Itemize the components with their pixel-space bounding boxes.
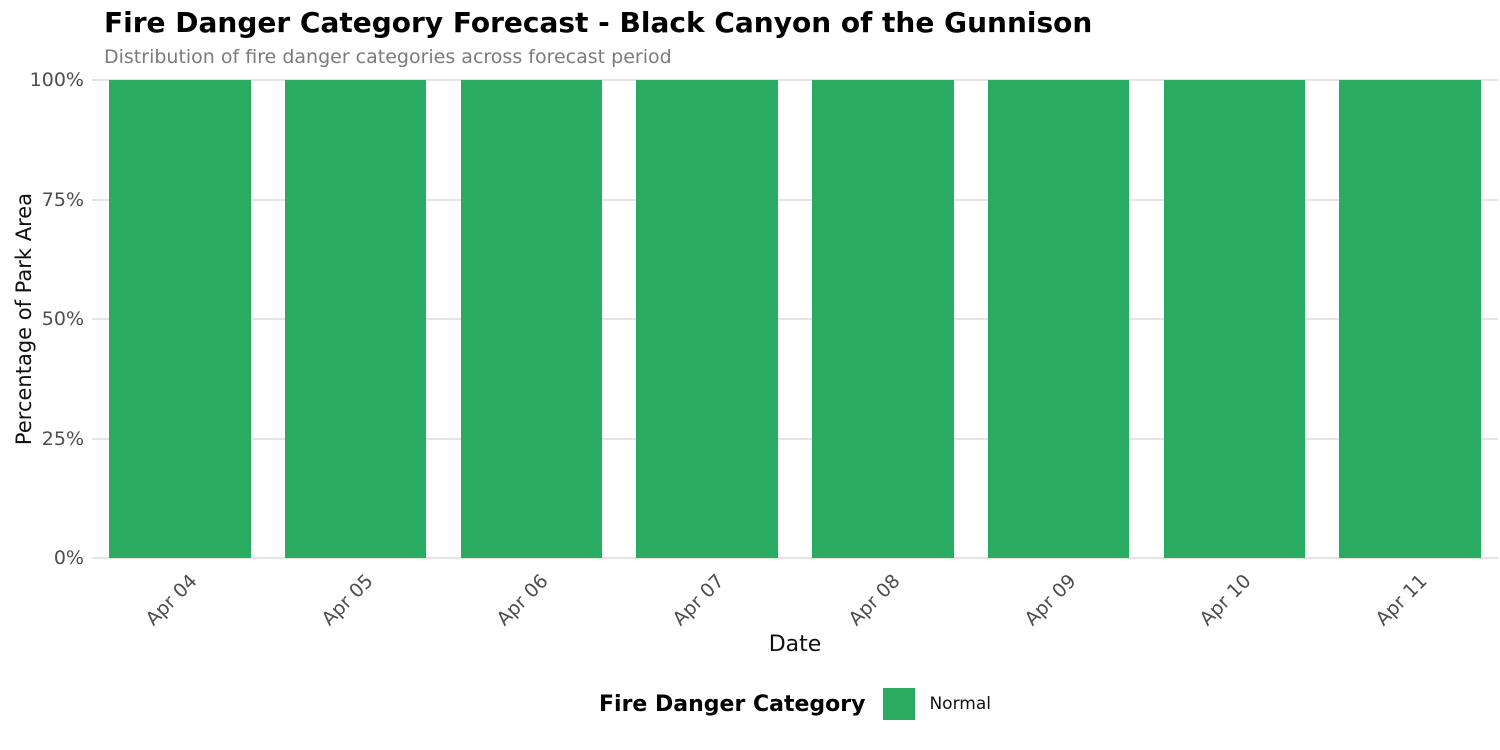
chart-subtitle: Distribution of fire danger categories a…: [104, 46, 672, 68]
bar-normal: [636, 80, 778, 558]
legend-label: Normal: [929, 694, 991, 714]
y-tick-label: 75%: [41, 188, 84, 211]
bar-slot: [971, 80, 1147, 558]
x-tick-slot: Apr 06: [444, 558, 620, 634]
bar-normal: [987, 80, 1130, 558]
bar-normal: [109, 80, 251, 558]
bar-normal: [284, 80, 427, 558]
x-tick-slot: Apr 09: [971, 558, 1147, 634]
bar-normal: [460, 80, 603, 558]
y-tick-label: 0%: [53, 547, 84, 569]
legend-title: Fire Danger Category: [599, 691, 866, 717]
bar-normal: [1163, 80, 1306, 558]
x-tick-slot: Apr 10: [1147, 558, 1323, 634]
x-tick-slot: Apr 04: [92, 558, 268, 634]
x-tick-slot: Apr 08: [795, 558, 971, 634]
x-tick-label: Apr 06: [492, 570, 553, 631]
y-tick-label: 25%: [41, 427, 84, 450]
gridline: [92, 79, 1498, 81]
bar-slot: [1322, 80, 1498, 558]
x-tick-label: Apr 09: [1020, 570, 1081, 631]
x-tick-label: Apr 08: [844, 570, 905, 631]
bar-normal: [1339, 80, 1481, 558]
x-tick-label: Apr 04: [141, 570, 202, 631]
x-tick-label: Apr 10: [1195, 570, 1256, 631]
gridline: [92, 318, 1498, 320]
plot-area: [92, 79, 1498, 559]
x-tick-slot: Apr 07: [619, 558, 795, 634]
legend-entries: Normal: [883, 688, 991, 720]
bar-slot: [1147, 80, 1323, 558]
x-axis-title: Date: [768, 632, 822, 657]
gridline: [92, 198, 1498, 201]
x-tick-label: Apr 11: [1371, 570, 1432, 631]
chart-title: Fire Danger Category Forecast - Black Ca…: [104, 6, 1093, 39]
x-tick-slot: Apr 11: [1322, 558, 1498, 634]
bar-slot: [795, 80, 971, 558]
legend: Fire Danger Category Normal: [92, 688, 1498, 720]
gridline: [92, 557, 1498, 559]
bar-slot: [444, 80, 620, 558]
bar-slot: [268, 80, 444, 558]
x-axis-tick-labels: Apr 04 Apr 05 Apr 06 Apr 07 Apr 08 Apr 09 Apr …: [92, 558, 1498, 634]
legend-swatch: [883, 688, 916, 720]
y-tick-label: 50%: [41, 308, 84, 330]
x-tick-label: Apr 05: [317, 570, 378, 631]
x-tick-label: Apr 07: [668, 570, 729, 631]
gridline: [92, 437, 1498, 440]
bar-slot: [619, 80, 795, 558]
x-tick-slot: Apr 05: [268, 558, 444, 634]
bar-slot: [92, 80, 268, 558]
bars-container: [92, 80, 1498, 558]
y-axis-tick-labels: 0% 25% 50% 75% 100%: [0, 69, 84, 569]
bar-normal: [812, 80, 954, 558]
y-tick-label: 100%: [29, 69, 84, 91]
